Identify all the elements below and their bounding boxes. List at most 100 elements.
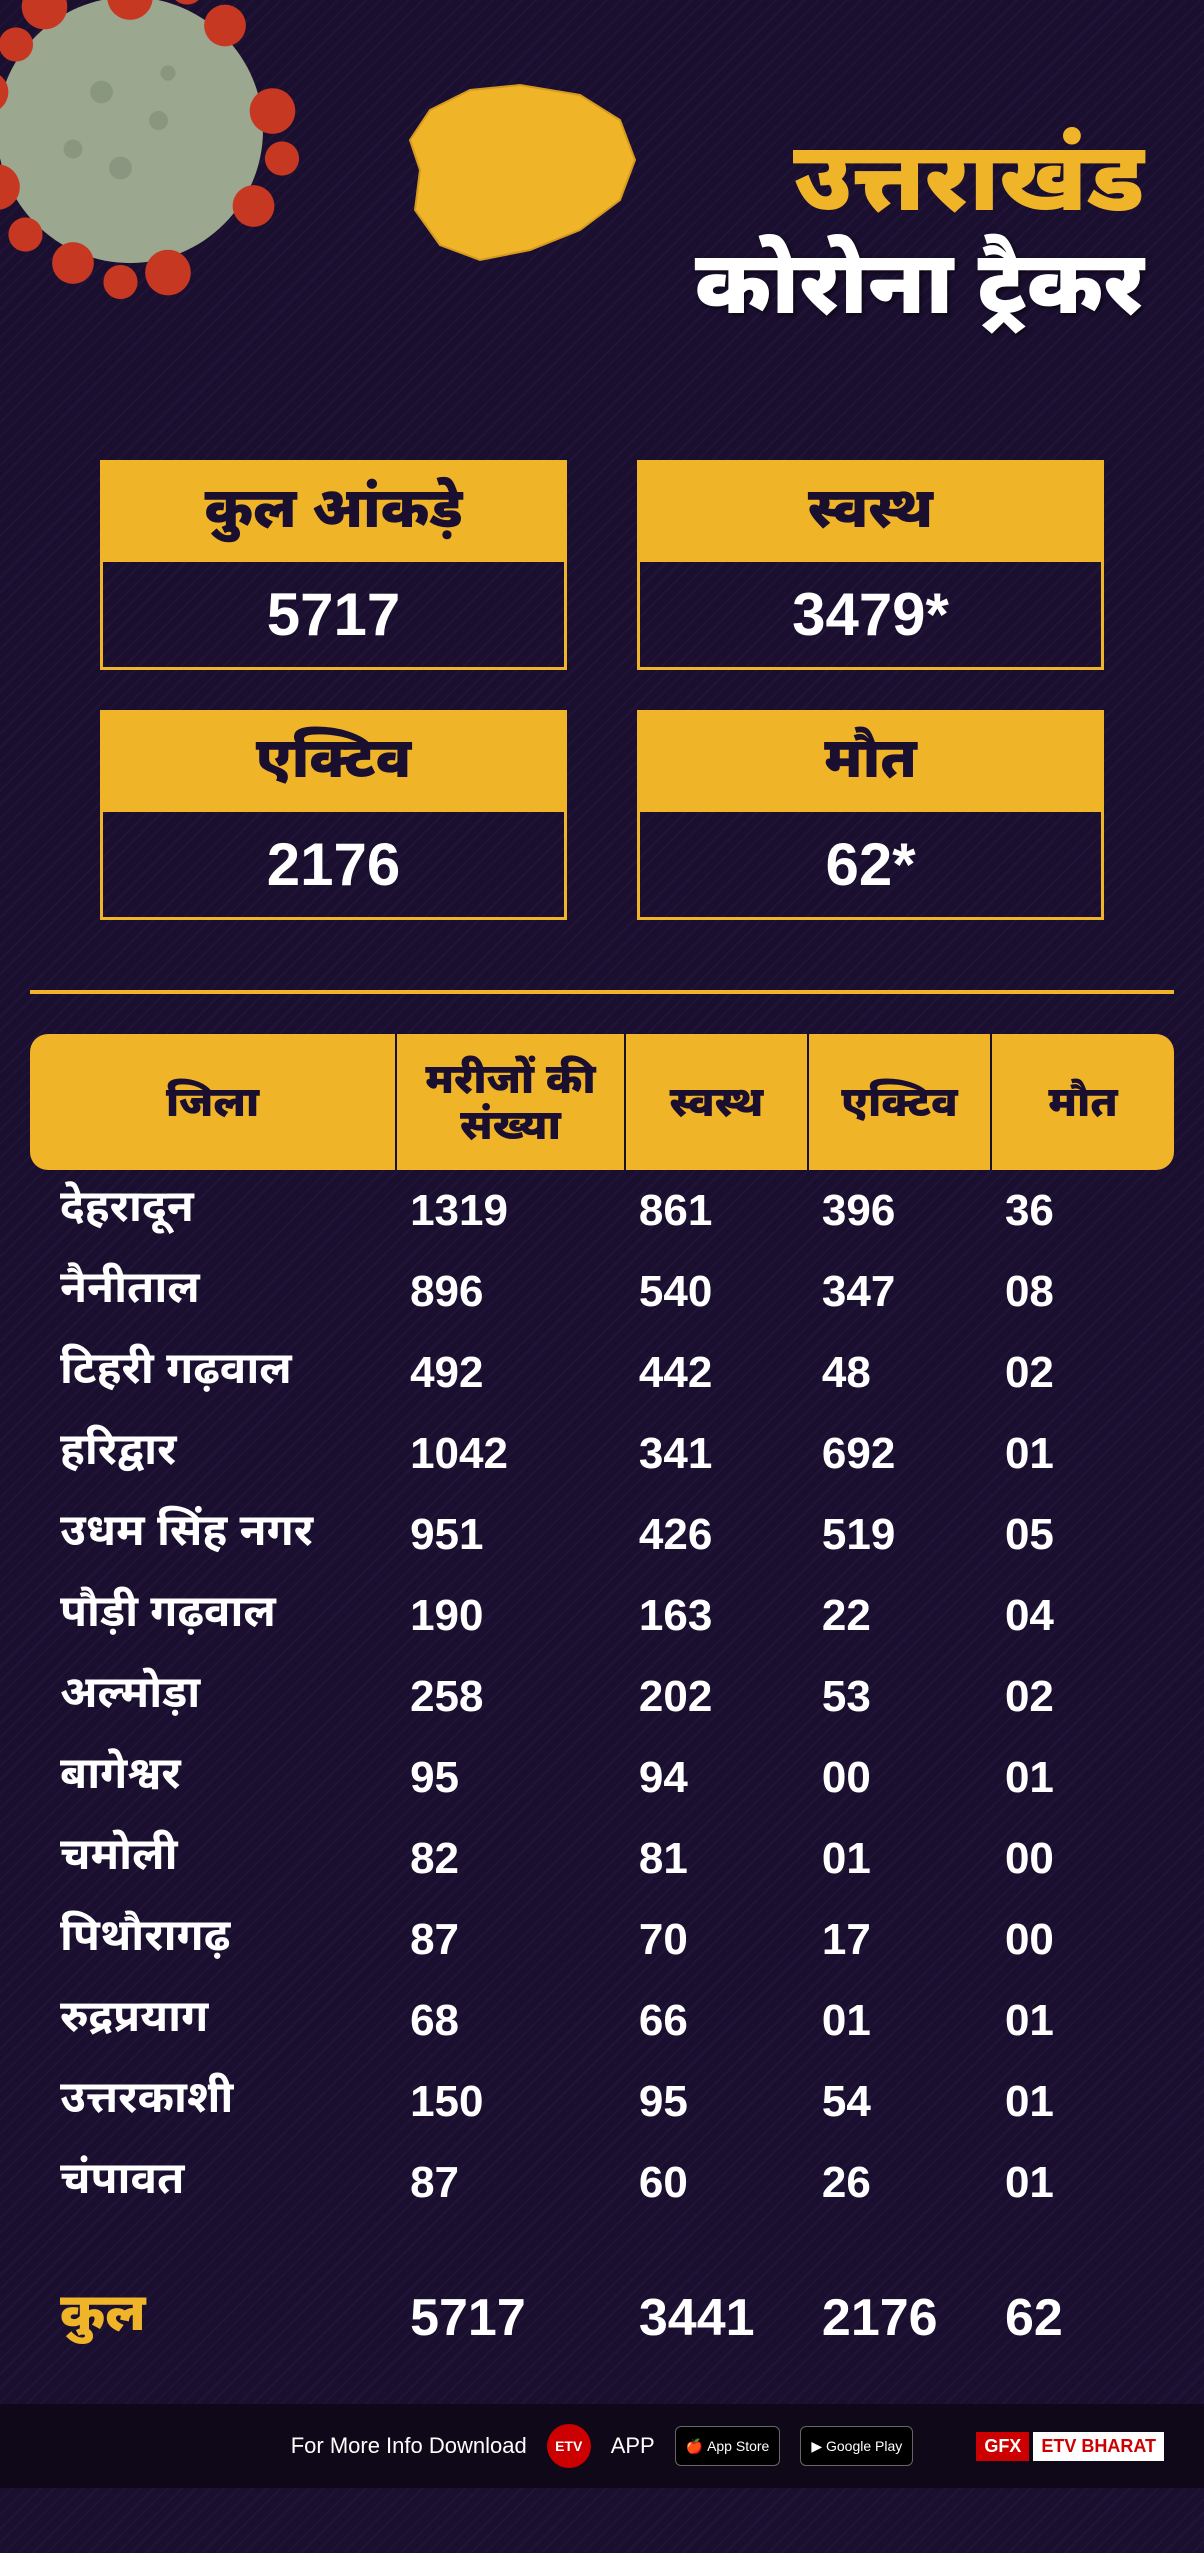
cell-district: बागेश्वर xyxy=(30,1737,396,1818)
cell-patients: 82 xyxy=(396,1818,625,1899)
play-icon: ▶ xyxy=(811,2438,822,2455)
cell-patients: 1319 xyxy=(396,1170,625,1251)
cell-district: टिहरी गढ़वाल xyxy=(30,1332,396,1413)
cell-death: 02 xyxy=(991,1656,1174,1737)
cell-active: 01 xyxy=(808,1818,991,1899)
th-district: जिला xyxy=(30,1034,396,1170)
total-active: 2176 xyxy=(808,2223,991,2364)
cell-healthy: 426 xyxy=(625,1494,808,1575)
cell-district: नैनीताल xyxy=(30,1251,396,1332)
stat-card-active: एक्टिव 2176 xyxy=(100,710,567,920)
app-label: APP xyxy=(611,2433,655,2459)
stat-value: 62* xyxy=(640,812,1101,917)
cell-death: 01 xyxy=(991,1413,1174,1494)
etv-logo-icon: ETV xyxy=(547,2424,591,2468)
table-row: उधम सिंह नगर95142651905 xyxy=(30,1494,1174,1575)
table-row: पौड़ी गढ़वाल1901632204 xyxy=(30,1575,1174,1656)
cell-active: 519 xyxy=(808,1494,991,1575)
cell-death: 02 xyxy=(991,1332,1174,1413)
cell-death: 01 xyxy=(991,1980,1174,2061)
cell-death: 01 xyxy=(991,1737,1174,1818)
brand-label: ETV BHARAT xyxy=(1033,2432,1164,2461)
cell-patients: 150 xyxy=(396,2061,625,2142)
cell-patients: 896 xyxy=(396,1251,625,1332)
virus-icon xyxy=(0,0,320,320)
cell-district: पिथौरागढ़ xyxy=(30,1899,396,1980)
cell-death: 01 xyxy=(991,2142,1174,2223)
appstore-badge[interactable]: 🍎 App Store xyxy=(675,2426,781,2466)
cell-healthy: 66 xyxy=(625,1980,808,2061)
table-row: रुद्रप्रयाग68660101 xyxy=(30,1980,1174,2061)
total-death: 62 xyxy=(991,2223,1174,2364)
cell-healthy: 341 xyxy=(625,1413,808,1494)
cell-death: 01 xyxy=(991,2061,1174,2142)
header: उत्तराखंड कोरोना ट्रैकर xyxy=(0,0,1204,420)
cell-patients: 68 xyxy=(396,1980,625,2061)
cell-healthy: 540 xyxy=(625,1251,808,1332)
total-healthy: 3441 xyxy=(625,2223,808,2364)
cell-district: पौड़ी गढ़वाल xyxy=(30,1575,396,1656)
cell-death: 05 xyxy=(991,1494,1174,1575)
stat-label: मौत xyxy=(640,713,1101,812)
cell-district: चमोली xyxy=(30,1818,396,1899)
cell-patients: 951 xyxy=(396,1494,625,1575)
cell-active: 54 xyxy=(808,2061,991,2142)
cell-district: उधम सिंह नगर xyxy=(30,1494,396,1575)
cell-healthy: 861 xyxy=(625,1170,808,1251)
cell-healthy: 442 xyxy=(625,1332,808,1413)
playstore-badge[interactable]: ▶ Google Play xyxy=(800,2426,913,2466)
cell-healthy: 94 xyxy=(625,1737,808,1818)
title-line2: कोरोना ट्रैकर xyxy=(695,226,1144,340)
stat-card-total: कुल आंकड़े 5717 xyxy=(100,460,567,670)
cell-healthy: 202 xyxy=(625,1656,808,1737)
table-row: उत्तरकाशी150955401 xyxy=(30,2061,1174,2142)
stat-value: 3479* xyxy=(640,562,1101,667)
total-label: कुल xyxy=(30,2223,396,2364)
cell-active: 48 xyxy=(808,1332,991,1413)
cell-active: 17 xyxy=(808,1899,991,1980)
cell-active: 26 xyxy=(808,2142,991,2223)
cell-patients: 1042 xyxy=(396,1413,625,1494)
cell-active: 692 xyxy=(808,1413,991,1494)
cell-healthy: 70 xyxy=(625,1899,808,1980)
table-row: नैनीताल89654034708 xyxy=(30,1251,1174,1332)
state-map-icon xyxy=(380,70,640,270)
footer: For More Info Download ETV APP 🍎 App Sto… xyxy=(0,2404,1204,2488)
cell-patients: 87 xyxy=(396,1899,625,1980)
cell-district: चंपावत xyxy=(30,2142,396,2223)
district-table-wrap: जिला मरीजों की संख्या स्वस्थ एक्टिव मौत … xyxy=(30,990,1174,2364)
stat-label: कुल आंकड़े xyxy=(103,463,564,562)
cell-death: 00 xyxy=(991,1818,1174,1899)
stat-card-recovered: स्वस्थ 3479* xyxy=(637,460,1104,670)
cell-active: 01 xyxy=(808,1980,991,2061)
cell-healthy: 60 xyxy=(625,2142,808,2223)
cell-patients: 492 xyxy=(396,1332,625,1413)
total-patients: 5717 xyxy=(396,2223,625,2364)
cell-district: अल्मोड़ा xyxy=(30,1656,396,1737)
gfx-brand-tag: GFX ETV BHARAT xyxy=(976,2432,1164,2461)
apple-icon: 🍎 xyxy=(686,2438,703,2455)
th-active: एक्टिव xyxy=(808,1034,991,1170)
table-row: चमोली82810100 xyxy=(30,1818,1174,1899)
th-death: मौत xyxy=(991,1034,1174,1170)
cell-healthy: 163 xyxy=(625,1575,808,1656)
cell-active: 00 xyxy=(808,1737,991,1818)
cell-healthy: 81 xyxy=(625,1818,808,1899)
cell-death: 00 xyxy=(991,1899,1174,1980)
cell-death: 04 xyxy=(991,1575,1174,1656)
cell-active: 347 xyxy=(808,1251,991,1332)
stats-grid: कुल आंकड़े 5717 स्वस्थ 3479* एक्टिव 2176… xyxy=(0,420,1204,980)
table-row: टिहरी गढ़वाल4924424802 xyxy=(30,1332,1174,1413)
stat-value: 5717 xyxy=(103,562,564,667)
table-row: अल्मोड़ा2582025302 xyxy=(30,1656,1174,1737)
district-table: जिला मरीजों की संख्या स्वस्थ एक्टिव मौत … xyxy=(30,1034,1174,2364)
stat-label: एक्टिव xyxy=(103,713,564,812)
total-row: कुल 5717 3441 2176 62 xyxy=(30,2223,1174,2364)
cell-patients: 95 xyxy=(396,1737,625,1818)
footer-text: For More Info Download xyxy=(291,2433,527,2459)
cell-healthy: 95 xyxy=(625,2061,808,2142)
stat-card-deaths: मौत 62* xyxy=(637,710,1104,920)
page-title: उत्तराखंड कोरोना ट्रैकर xyxy=(695,130,1144,340)
gfx-label: GFX xyxy=(976,2432,1029,2461)
table-row: चंपावत87602601 xyxy=(30,2142,1174,2223)
